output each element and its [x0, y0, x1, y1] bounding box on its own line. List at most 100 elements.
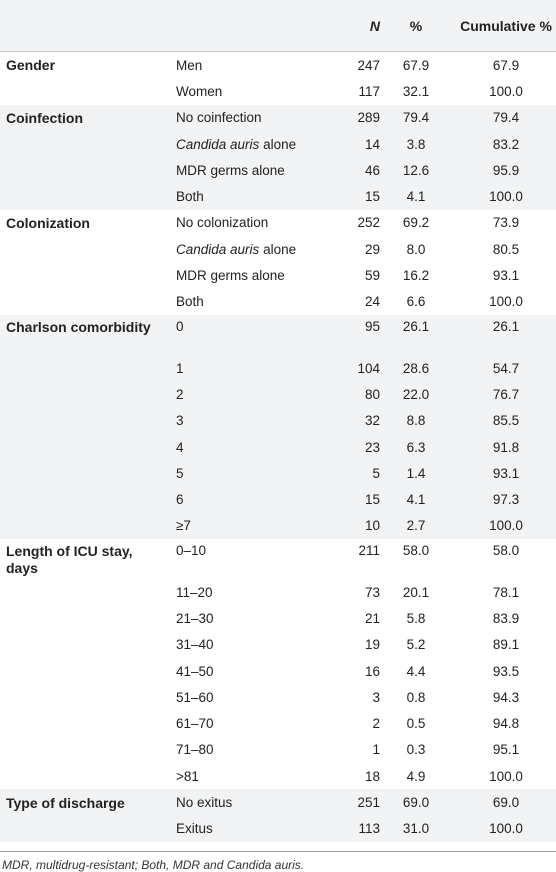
row-cumulative: 93.1 [492, 268, 520, 284]
row-n: 32 [364, 413, 380, 429]
row-n: 15 [364, 189, 380, 205]
row-cumulative: 100.0 [489, 294, 523, 310]
row-category: 51–60 [166, 690, 338, 705]
row-n: 24 [364, 294, 380, 310]
row-percent: 79.4 [402, 110, 430, 126]
row-n: 113 [358, 821, 380, 837]
row-category: MDR germs alone [166, 163, 338, 178]
row-n: 1 [372, 742, 380, 758]
row-category-text: Candida auris [176, 241, 260, 257]
row-n: 29 [364, 241, 380, 257]
row-category: 1 [166, 361, 338, 376]
row-category-text: No colonization [176, 215, 269, 231]
row-cumulative: 58.0 [492, 543, 520, 559]
header-percent: % [409, 17, 423, 34]
row-category-text: 4 [176, 439, 184, 455]
row-category: Candida auris alone [166, 242, 338, 257]
row-cumulative: 80.5 [492, 241, 520, 257]
row-percent: 69.2 [402, 215, 430, 231]
row-category-text: 11–20 [176, 584, 213, 600]
table-row: Length of ICU stay, days 0–10 211 58.0 58.0 [0, 539, 556, 579]
table-body: Gender Men 247 67.9 67.9 Women 117 32.1 100.0 Coi… [0, 52, 556, 843]
row-cumulative: 93.1 [492, 465, 520, 481]
table-row: 41–50 16 4.4 93.5 [0, 658, 556, 684]
row-percent: 5.2 [406, 637, 426, 653]
row-category: 11–20 [166, 585, 338, 600]
row-group-label: Colonization [6, 214, 90, 231]
table-row: 2 80 22.0 76.7 [0, 381, 556, 408]
row-n: 211 [358, 543, 380, 559]
row-percent: 67.9 [402, 57, 430, 73]
row-category: 71–80 [166, 742, 338, 757]
row-category-text: Both [176, 294, 204, 310]
row-category-text: Men [176, 57, 203, 73]
row-n: 73 [364, 584, 380, 600]
row-category: Both [166, 189, 338, 204]
row-cumulative: 100.0 [489, 821, 523, 837]
row-category: 4 [166, 440, 338, 455]
row-cumulative: 95.9 [492, 162, 520, 178]
row-cumulative: 78.1 [492, 584, 520, 600]
table-row: 6 15 4.1 97.3 [0, 486, 556, 513]
row-category-text: alone [259, 241, 297, 257]
row-category-text: ≥7 [176, 518, 191, 534]
row-cumulative: 54.7 [492, 360, 520, 376]
table-row: Gender Men 247 67.9 67.9 [0, 52, 556, 78]
row-percent: 8.0 [406, 241, 426, 257]
row-category: 3 [166, 413, 338, 428]
row-n: 251 [357, 795, 380, 811]
row-n: 2 [372, 716, 380, 732]
row-category-text: Both [176, 189, 204, 205]
row-group-label: Type of discharge [6, 794, 125, 811]
row-category-text: Candida auris [176, 136, 260, 152]
table-row: ≥7 10 2.7 100.0 [0, 512, 556, 540]
table-row: >81 18 4.9 100.0 [0, 763, 556, 789]
row-cumulative: 85.5 [492, 413, 520, 429]
row-group-label: Coinfection [6, 109, 83, 126]
row-n: 16 [364, 663, 380, 679]
row-category-text: 31–40 [176, 637, 214, 653]
row-category: No colonization [166, 215, 338, 230]
row-cumulative: 73.9 [492, 215, 520, 231]
row-n: 3 [372, 689, 380, 705]
row-percent: 6.3 [406, 439, 426, 455]
table-row: 1 104 28.6 54.7 [0, 354, 556, 382]
table-row: 51–60 3 0.8 94.3 [0, 684, 556, 710]
row-percent: 4.9 [406, 768, 426, 784]
row-category-text: 2 [176, 386, 184, 402]
row-category: 21–30 [166, 611, 338, 626]
row-cumulative: 76.7 [492, 386, 520, 402]
row-n: 23 [364, 439, 380, 455]
table-row: Both 15 4.1 100.0 [0, 183, 556, 210]
row-percent: 8.8 [406, 413, 426, 429]
row-category-text: 21–30 [176, 610, 214, 626]
row-n: 104 [357, 360, 380, 376]
row-category-text: MDR germs alone [176, 268, 285, 284]
row-group-label: Gender [6, 57, 56, 74]
row-cumulative: 91.8 [492, 439, 520, 455]
row-cumulative: 79.4 [492, 110, 520, 126]
row-n: 5 [372, 465, 380, 481]
row-category-text: MDR germs alone [176, 162, 285, 178]
row-category: >81 [166, 769, 338, 784]
row-category-text: 5 [176, 465, 184, 481]
row-category: 6 [166, 492, 338, 507]
row-category: 41–50 [166, 664, 338, 679]
row-category: Women [166, 84, 338, 99]
row-cumulative: 89.1 [492, 637, 520, 653]
row-n: 46 [364, 162, 380, 178]
row-category: Men [166, 58, 338, 73]
table-row: 3 32 8.8 85.5 [0, 407, 556, 434]
table-row: MDR germs alone 59 16.2 93.1 [0, 262, 556, 288]
row-category: Both [166, 294, 338, 309]
row-percent: 28.6 [402, 360, 430, 376]
table-row: Colonization No colonization 252 69.2 73.9 [0, 210, 556, 236]
row-category: 61–70 [166, 716, 338, 731]
row-percent: 20.1 [402, 584, 430, 600]
row-percent: 1.4 [406, 465, 426, 481]
row-percent: 16.2 [402, 268, 430, 284]
row-percent: 12.6 [402, 162, 430, 178]
footnote-italic-text: Candida auris [226, 858, 301, 872]
row-percent: 32.1 [402, 83, 430, 99]
row-category-text: 1 [176, 360, 184, 376]
